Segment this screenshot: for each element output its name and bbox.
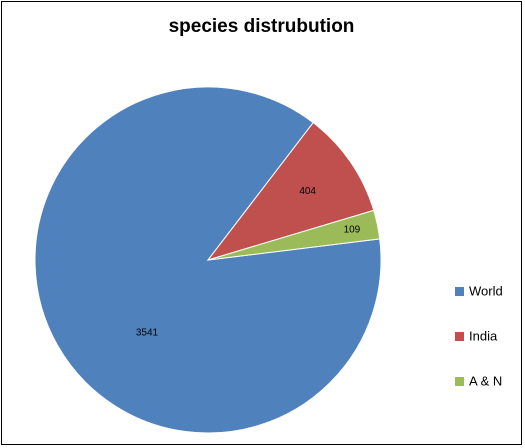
legend-label: World	[469, 283, 503, 298]
data-label-india: 404	[299, 186, 316, 197]
legend-label: A & N	[469, 373, 502, 388]
legend-item-a-n: A & N	[455, 373, 502, 388]
legend-label: India	[469, 328, 498, 343]
legend-item-india: India	[455, 328, 498, 343]
legend-swatch	[455, 287, 464, 296]
chart-title: species distrubution	[168, 16, 355, 37]
data-label-world: 3541	[136, 328, 159, 339]
data-label-a-n: 109	[344, 224, 361, 235]
pie-slice-a-n	[207, 209, 381, 261]
pie-slice-india	[206, 121, 375, 261]
legend-swatch	[455, 377, 464, 386]
legend-item-world: World	[455, 283, 503, 298]
legend-swatch	[455, 332, 464, 341]
